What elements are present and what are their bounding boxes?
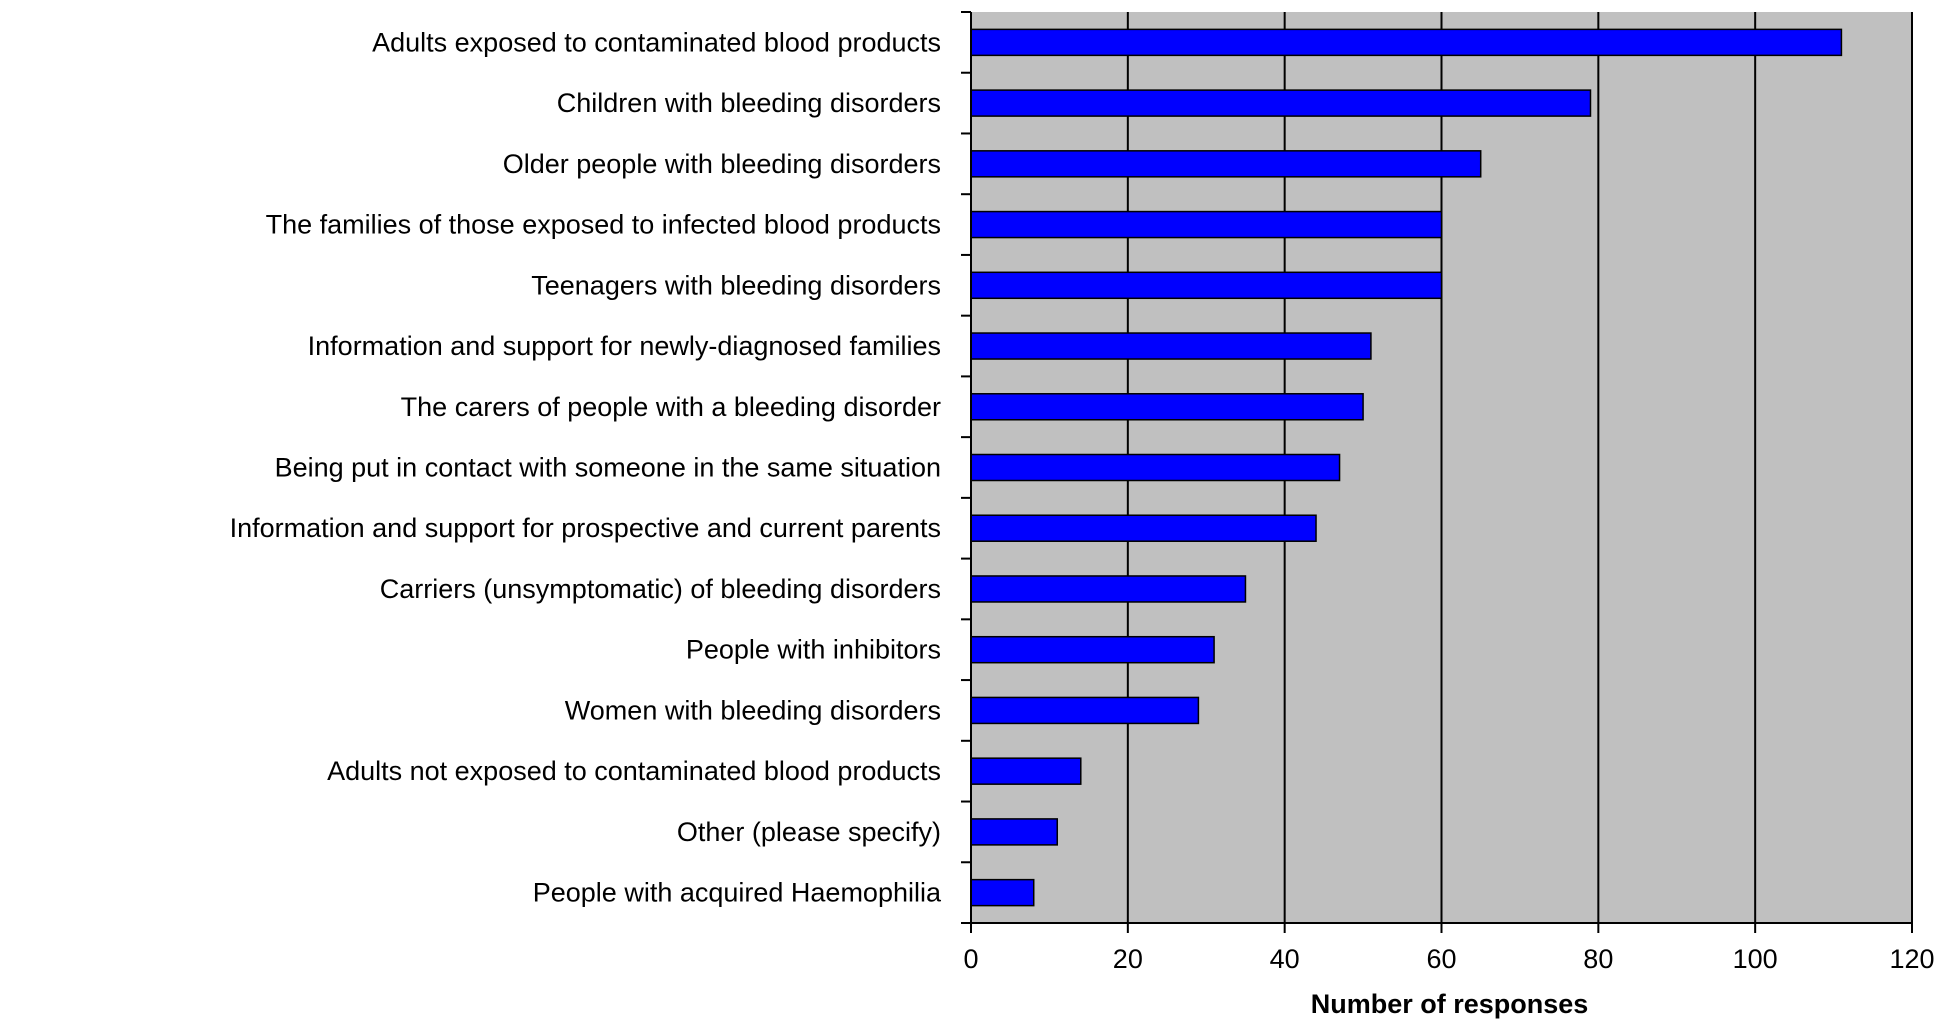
bar <box>970 514 1317 542</box>
category-label: Adults exposed to contaminated blood pro… <box>372 27 941 57</box>
bar <box>970 210 1443 239</box>
bar <box>970 271 1443 300</box>
bar <box>970 150 1482 178</box>
x-tick-label: 40 <box>1270 944 1300 974</box>
category-label: Carriers (unsymptomatic) of bleeding dis… <box>380 574 941 604</box>
category-label: Women with bleeding disorders <box>565 695 941 725</box>
bar <box>970 757 1082 785</box>
bar <box>970 89 1592 117</box>
x-axis-title: Number of responses <box>1311 989 1589 1019</box>
x-tick-label: 80 <box>1583 944 1613 974</box>
category-label: Older people with bleeding disorders <box>503 149 941 179</box>
x-tick-label: 60 <box>1426 944 1456 974</box>
category-label: Adults not exposed to contaminated blood… <box>327 756 941 786</box>
category-label: Being put in contact with someone in the… <box>275 453 941 483</box>
category-label: Teenagers with bleeding disorders <box>531 270 941 300</box>
y-axis <box>961 11 972 924</box>
bar <box>970 878 1035 907</box>
x-tick-label: 0 <box>963 944 978 974</box>
x-tick-label: 100 <box>1733 944 1778 974</box>
x-tick-label: 20 <box>1113 944 1143 974</box>
x-tick-label: 120 <box>1889 944 1934 974</box>
category-label: Other (please specify) <box>677 817 941 847</box>
bar <box>970 453 1341 482</box>
category-label: Children with bleeding disorders <box>557 88 941 118</box>
bar <box>970 393 1364 421</box>
category-label: People with inhibitors <box>686 635 941 665</box>
bar <box>970 818 1059 846</box>
category-label: Information and support for prospective … <box>230 513 941 543</box>
bar <box>970 575 1247 603</box>
category-label: The families of those exposed to infecte… <box>266 210 941 240</box>
category-label: The carers of people with a bleeding dis… <box>401 392 941 422</box>
category-label: Information and support for newly-diagno… <box>308 331 941 361</box>
bar <box>970 696 1200 725</box>
bar <box>970 28 1843 57</box>
bar <box>970 635 1215 664</box>
bar <box>970 332 1372 360</box>
category-labels: Adults exposed to contaminated blood pro… <box>230 27 942 907</box>
bars <box>970 28 1843 907</box>
x-axis: 0 20 40 60 80 100 120 <box>963 922 1935 974</box>
category-label: People with acquired Haemophilia <box>533 878 942 908</box>
